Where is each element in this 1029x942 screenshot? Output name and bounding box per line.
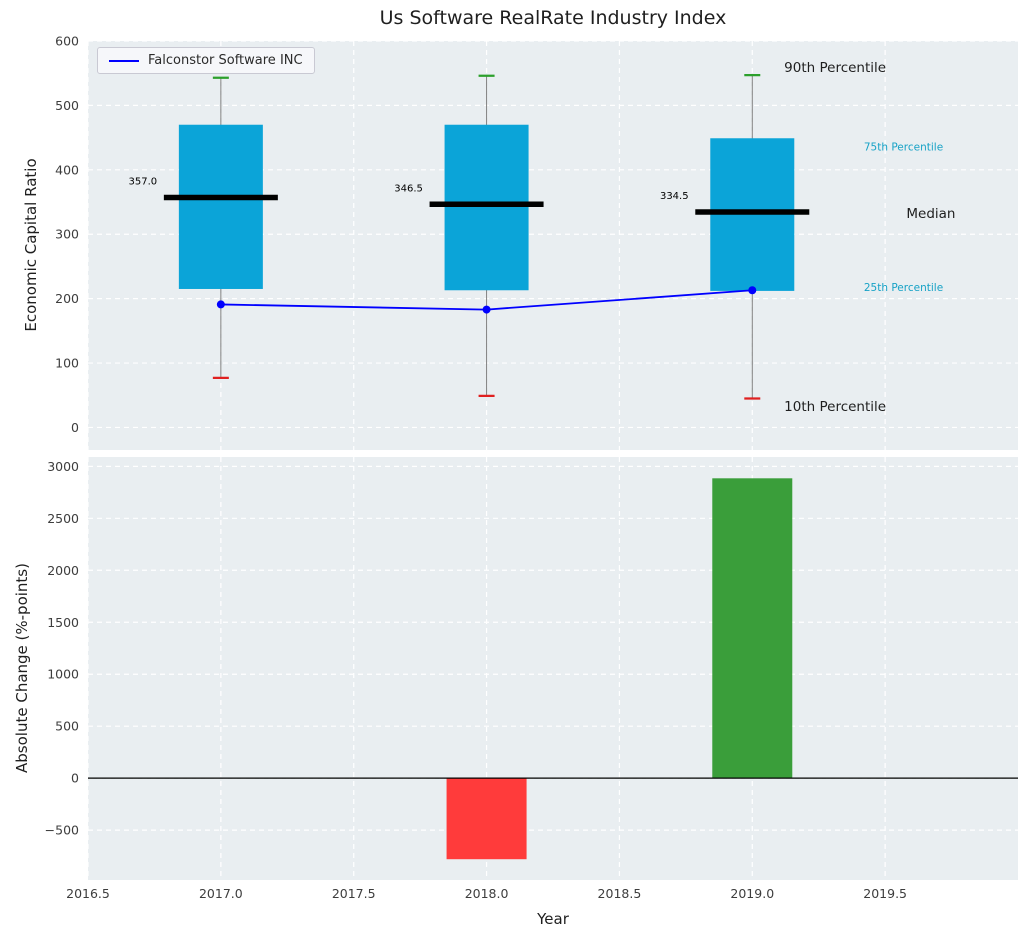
legend-label: Falconstor Software INC (148, 53, 303, 68)
series-marker (482, 305, 491, 314)
y-tick-label: 2000 (47, 563, 79, 578)
x-axis-label-year: Year (537, 910, 569, 928)
percentile-annotation: Median (906, 206, 955, 222)
series-marker (216, 300, 225, 309)
y-tick-label: 1000 (47, 667, 79, 682)
y-tick-label: 0 (71, 420, 79, 435)
x-tick-label: 2018.0 (465, 886, 509, 901)
chart-title: Us Software RealRate Industry Index (379, 7, 727, 29)
y-tick-label: 200 (55, 291, 79, 306)
iqr-box (178, 124, 263, 289)
y-tick-label: 500 (55, 719, 79, 734)
y-axis-label-absolute-change: Absolute Change (%-points) (13, 563, 31, 773)
x-tick-label: 2017.0 (199, 886, 243, 901)
y-tick-label: −500 (45, 823, 79, 838)
y-tick-label: 100 (55, 356, 79, 371)
percentile-annotation: 90th Percentile (784, 60, 886, 76)
y-axis-label-economic-capital-ratio: Economic Capital Ratio (22, 158, 40, 332)
y-tick-label: 500 (55, 98, 79, 113)
percentile-annotation: 25th Percentile (864, 282, 943, 294)
x-tick-label: 2019.0 (730, 886, 774, 901)
negative-change-bar (446, 778, 527, 860)
y-tick-label: 0 (71, 771, 79, 786)
legend: Falconstor Software INC (97, 47, 315, 74)
median-value-label: 334.5 (660, 191, 689, 202)
positive-change-bar (712, 478, 793, 779)
x-tick-label: 2018.5 (598, 886, 642, 901)
y-tick-label: 3000 (47, 459, 79, 474)
iqr-box (444, 124, 529, 291)
median-value-label: 357.0 (129, 177, 158, 188)
y-tick-label: 2500 (47, 511, 79, 526)
y-tick-label: 400 (55, 162, 79, 177)
y-tick-label: 300 (55, 227, 79, 242)
percentile-annotation: 75th Percentile (864, 141, 943, 153)
percentile-annotation: 10th Percentile (784, 399, 886, 415)
series-marker (748, 286, 757, 295)
x-tick-label: 2019.5 (863, 886, 907, 901)
median-value-label: 346.5 (394, 183, 423, 194)
y-tick-label: 600 (55, 34, 79, 49)
y-tick-label: 1500 (47, 615, 79, 630)
x-tick-label: 2017.5 (332, 886, 376, 901)
bottom-plot-background (88, 457, 1018, 880)
x-tick-label: 2016.5 (66, 886, 110, 901)
legend-line-swatch (109, 59, 139, 62)
